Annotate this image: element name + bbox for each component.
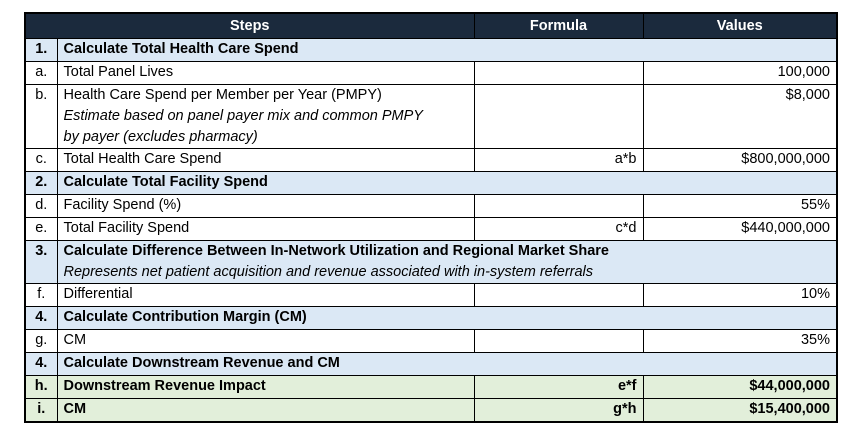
step-line: CM — [63, 401, 87, 417]
table-row: g. CM 35% — [24, 329, 838, 353]
step-description: Total Facility Spend — [56, 217, 475, 241]
row-label: h. — [24, 375, 58, 399]
step-description: Total Panel Lives — [56, 61, 475, 85]
section-title-cell: Calculate Total Facility Spend — [56, 171, 838, 195]
step-line: by payer (excludes pharmacy) — [63, 129, 258, 145]
step-description: CM — [56, 398, 475, 422]
formula-value — [473, 329, 644, 353]
row-label: 4. — [24, 306, 58, 330]
formula-value: c*d — [473, 217, 644, 241]
section-title-cell: Calculate Downstream Revenue and CM — [56, 352, 838, 376]
step-line: Downstream Revenue Impact — [63, 378, 266, 394]
row-label: b. — [24, 84, 58, 149]
step-line: Estimate based on panel payer mix and co… — [63, 108, 423, 124]
step-line: Total Health Care Spend — [63, 151, 222, 167]
result-value: 55% — [642, 194, 838, 218]
result-value: $8,000 — [642, 84, 838, 149]
step-line: Health Care Spend per Member per Year (P… — [63, 87, 382, 103]
downstream-revenue-calculation-table: Steps Formula Values 1. Calculate Total H… — [24, 12, 838, 423]
table-row: b. Health Care Spend per Member per Year … — [24, 84, 838, 149]
section-title: Calculate Total Health Care Spend — [63, 41, 299, 57]
step-description: Facility Spend (%) — [56, 194, 475, 218]
column-header-steps: Steps — [24, 12, 475, 39]
section-title: Calculate Difference Between In-Network … — [63, 243, 610, 259]
step-description: CM — [56, 329, 475, 353]
table-body: Steps Formula Values 1. Calculate Total H… — [24, 12, 838, 422]
step-description: Health Care Spend per Member per Year (P… — [56, 84, 475, 149]
section-row: 4. Calculate Contribution Margin (CM) — [24, 306, 838, 330]
section-row: 2. Calculate Total Facility Spend — [24, 171, 838, 195]
result-value: 10% — [642, 283, 838, 307]
table-row: i. CM g*h $15,400,000 — [24, 398, 838, 422]
result-value: $44,000,000 — [642, 375, 838, 399]
row-label: 2. — [24, 171, 58, 195]
section-title-cell: Calculate Difference Between In-Network … — [56, 240, 838, 284]
result-value: $800,000,000 — [642, 148, 838, 172]
formula-value: e*f — [473, 375, 644, 399]
row-label: a. — [24, 61, 58, 85]
section-title: Calculate Downstream Revenue and CM — [63, 355, 340, 371]
row-label: 4. — [24, 352, 58, 376]
table-row: d. Facility Spend (%) 55% — [24, 194, 838, 218]
step-description: Downstream Revenue Impact — [56, 375, 475, 399]
result-value: $440,000,000 — [642, 217, 838, 241]
column-header-formula: Formula — [473, 12, 644, 39]
table-row: c. Total Health Care Spend a*b $800,000,000 — [24, 148, 838, 172]
result-value: 100,000 — [642, 61, 838, 85]
formula-value — [473, 84, 644, 149]
formula-value: g*h — [473, 398, 644, 422]
calculation-table-container: Steps Formula Values 1. Calculate Total H… — [24, 12, 838, 423]
section-row: 1. Calculate Total Health Care Spend — [24, 38, 838, 62]
row-label: d. — [24, 194, 58, 218]
table-header-row: Steps Formula Values — [24, 12, 838, 39]
column-header-values: Values — [642, 12, 838, 39]
formula-value: a*b — [473, 148, 644, 172]
row-label: i. — [24, 398, 58, 422]
result-value: $15,400,000 — [642, 398, 838, 422]
row-label: e. — [24, 217, 58, 241]
formula-value — [473, 61, 644, 85]
formula-value — [473, 194, 644, 218]
step-description: Differential — [56, 283, 475, 307]
section-row: 3. Calculate Difference Between In-Networ… — [24, 240, 838, 284]
row-label: 1. — [24, 38, 58, 62]
result-value: 35% — [642, 329, 838, 353]
step-line: Facility Spend (%) — [63, 197, 182, 213]
step-line: Total Panel Lives — [63, 64, 174, 80]
section-row: 4. Calculate Downstream Revenue and CM — [24, 352, 838, 376]
table-row: a. Total Panel Lives 100,000 — [24, 61, 838, 85]
row-label: c. — [24, 148, 58, 172]
row-label: f. — [24, 283, 58, 307]
step-line: Total Facility Spend — [63, 220, 190, 236]
table-row: f. Differential 10% — [24, 283, 838, 307]
step-line: Differential — [63, 286, 133, 302]
step-line: CM — [63, 332, 87, 348]
table-row: h. Downstream Revenue Impact e*f $44,000,00… — [24, 375, 838, 399]
section-title: Calculate Contribution Margin (CM) — [63, 309, 307, 325]
table-row: e. Total Facility Spend c*d $440,000,000 — [24, 217, 838, 241]
row-label: g. — [24, 329, 58, 353]
section-subtitle: Represents net patient acquisition and r… — [63, 264, 594, 280]
step-description: Total Health Care Spend — [56, 148, 475, 172]
formula-value — [473, 283, 644, 307]
row-label: 3. — [24, 240, 58, 284]
section-title-cell: Calculate Total Health Care Spend — [56, 38, 838, 62]
section-title: Calculate Total Facility Spend — [63, 174, 268, 190]
section-title-cell: Calculate Contribution Margin (CM) — [56, 306, 838, 330]
